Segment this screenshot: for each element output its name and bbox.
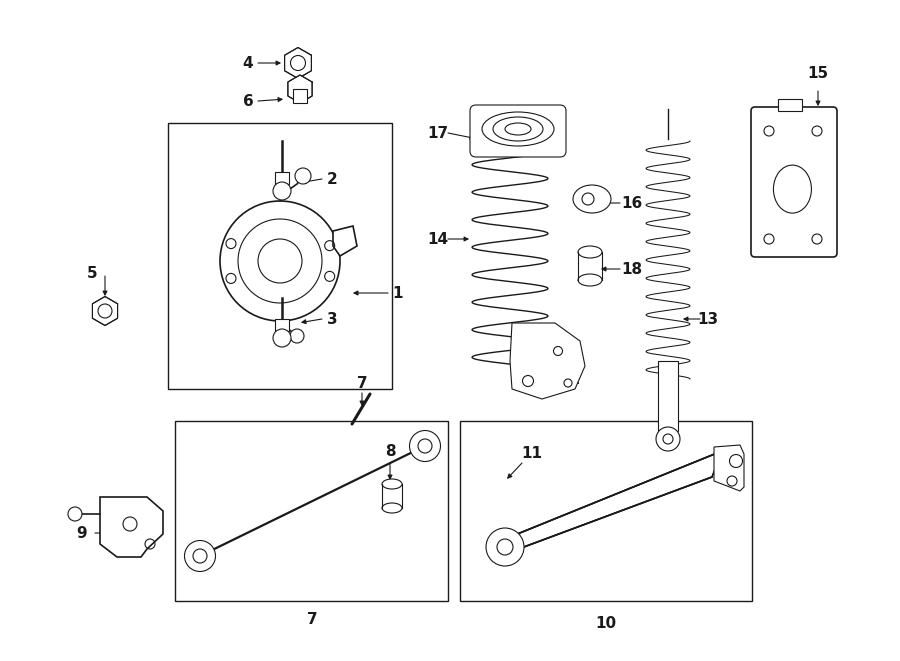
- Text: 2: 2: [327, 171, 338, 186]
- Bar: [175, 421, 448, 601]
- Ellipse shape: [578, 274, 602, 286]
- Bar: [275, 172, 289, 184]
- Ellipse shape: [382, 503, 402, 513]
- Ellipse shape: [578, 246, 602, 258]
- Circle shape: [273, 329, 291, 347]
- Text: 8: 8: [384, 444, 395, 459]
- Bar: [275, 319, 289, 331]
- Text: 5: 5: [86, 266, 97, 280]
- Circle shape: [184, 541, 215, 572]
- Text: 11: 11: [521, 446, 543, 461]
- Text: 10: 10: [596, 615, 617, 631]
- Circle shape: [273, 182, 291, 200]
- Bar: [778, 99, 803, 111]
- Text: 16: 16: [621, 196, 643, 210]
- Text: 7: 7: [307, 611, 318, 627]
- Circle shape: [68, 507, 82, 521]
- Polygon shape: [510, 323, 585, 399]
- Polygon shape: [714, 445, 744, 491]
- Bar: [168, 123, 392, 389]
- Text: 6: 6: [243, 93, 254, 108]
- Text: 3: 3: [327, 311, 338, 327]
- Text: 13: 13: [698, 311, 718, 327]
- Circle shape: [486, 528, 524, 566]
- Bar: [460, 421, 752, 601]
- Bar: [658, 361, 678, 431]
- FancyBboxPatch shape: [751, 107, 837, 257]
- Circle shape: [290, 329, 304, 343]
- Polygon shape: [505, 451, 722, 554]
- Text: 1: 1: [392, 286, 403, 301]
- Text: 18: 18: [621, 262, 643, 276]
- Text: 17: 17: [428, 126, 448, 141]
- Polygon shape: [333, 226, 357, 256]
- Text: 9: 9: [76, 525, 87, 541]
- Polygon shape: [93, 297, 118, 325]
- Circle shape: [656, 427, 680, 451]
- Text: 12: 12: [560, 371, 580, 387]
- Text: 14: 14: [428, 231, 448, 247]
- Text: 7: 7: [356, 375, 367, 391]
- Circle shape: [295, 168, 311, 184]
- Circle shape: [220, 201, 340, 321]
- Circle shape: [410, 430, 440, 461]
- Ellipse shape: [382, 479, 402, 489]
- Polygon shape: [288, 75, 312, 103]
- Text: 15: 15: [807, 65, 829, 81]
- Polygon shape: [100, 497, 163, 557]
- Polygon shape: [284, 48, 311, 79]
- Bar: [293, 89, 307, 103]
- FancyBboxPatch shape: [470, 105, 566, 157]
- Ellipse shape: [573, 185, 611, 213]
- Text: 4: 4: [243, 56, 253, 71]
